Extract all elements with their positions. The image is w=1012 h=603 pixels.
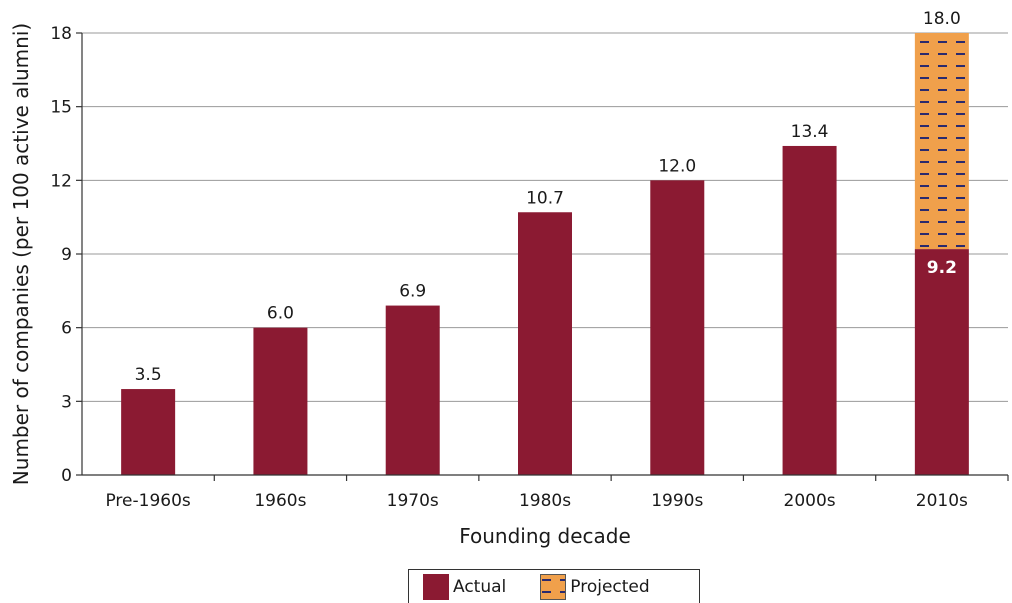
bar-projected <box>914 33 969 250</box>
y-tick-label: 6 <box>61 319 72 339</box>
bar-actual <box>253 327 308 475</box>
y-axis-ticks: 0 3 6 9 12 15 18 <box>50 24 82 486</box>
legend-label-projected: Projected <box>570 576 650 597</box>
chart-legend: Actual Projected <box>408 569 700 603</box>
y-tick-label: 3 <box>61 392 72 412</box>
x-tick-label: 1990s <box>651 491 703 511</box>
bar-actual <box>385 305 440 475</box>
x-tick-label: 1980s <box>519 491 571 511</box>
bar-value-label: 9.2 <box>927 258 957 278</box>
bar-total-label: 18.0 <box>923 9 961 29</box>
legend-swatch-actual <box>423 573 449 600</box>
y-tick-label: 9 <box>61 245 72 265</box>
bar-actual <box>518 212 572 475</box>
bar-actual <box>650 180 705 476</box>
x-tick-label: 2000s <box>784 491 836 511</box>
bar-actual <box>914 249 969 475</box>
x-axis-ticks: Pre-1960s 1960s 1970s 1980s 1990s 2000s 2010s <box>105 475 1009 511</box>
legend-item-projected: Projected <box>540 573 650 600</box>
y-tick-label: 12 <box>50 171 72 191</box>
y-tick-label: 18 <box>50 24 72 44</box>
bar-value-label: 12.0 <box>658 156 696 176</box>
legend-swatch-projected <box>540 573 567 600</box>
bar-value-label: 6.0 <box>267 304 294 324</box>
legend-item-actual: Actual <box>423 573 507 600</box>
bar-value-label: 6.9 <box>399 282 426 302</box>
y-tick-label: 15 <box>50 98 72 118</box>
x-tick-label: 1970s <box>387 491 439 511</box>
bar-value-label: 10.7 <box>526 188 564 208</box>
bars: 3.5 6.0 6.9 10.7 12.0 13.4 18.0 9.2 <box>121 9 969 476</box>
x-tick-label: Pre-1960s <box>105 491 190 511</box>
x-tick-label: 1960s <box>254 491 306 511</box>
bar-value-label: 3.5 <box>135 365 162 385</box>
bar-actual <box>121 389 176 475</box>
bar-value-label: 13.4 <box>791 122 829 142</box>
y-axis-title: Number of companies (per 100 active alum… <box>9 23 33 485</box>
x-axis-title: Founding decade <box>459 524 631 548</box>
x-tick-label: 2010s <box>916 491 968 511</box>
y-tick-label: 0 <box>61 466 72 486</box>
legend-label-actual: Actual <box>453 576 507 597</box>
bar-actual <box>782 145 837 475</box>
